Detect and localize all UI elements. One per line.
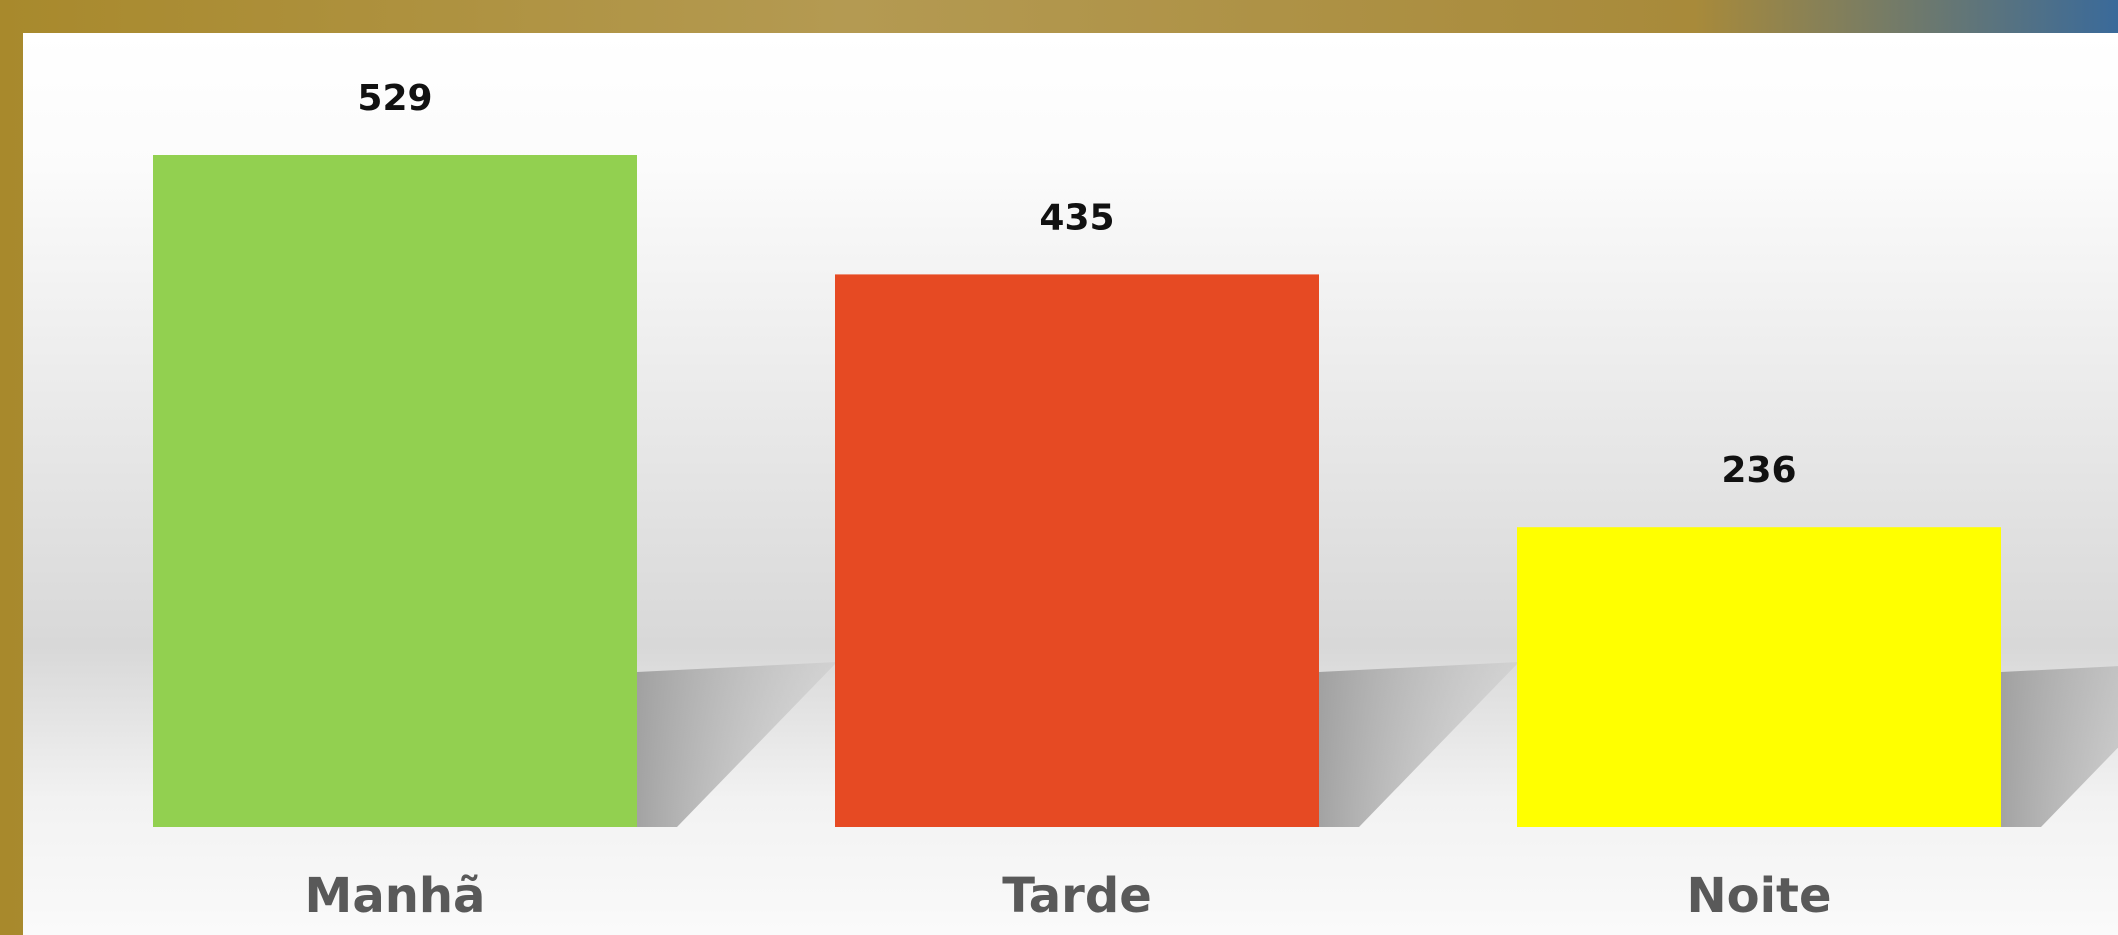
bar	[1517, 527, 2001, 827]
plot: 529 Manhã 435 Tarde 236 Noite	[153, 78, 2118, 924]
data-label: 529	[357, 78, 432, 119]
x-tick-label: Noite	[1686, 868, 1831, 924]
x-tick-label: Manhã	[305, 868, 486, 924]
bar	[153, 155, 637, 827]
bar-shadow	[637, 662, 837, 827]
bar-shadow	[1319, 662, 1519, 827]
bar	[835, 274, 1319, 827]
data-label: 435	[1039, 197, 1114, 238]
data-label: 236	[1721, 450, 1796, 491]
bar-shadow	[2001, 666, 2118, 827]
x-tick-label: Tarde	[1002, 868, 1152, 924]
